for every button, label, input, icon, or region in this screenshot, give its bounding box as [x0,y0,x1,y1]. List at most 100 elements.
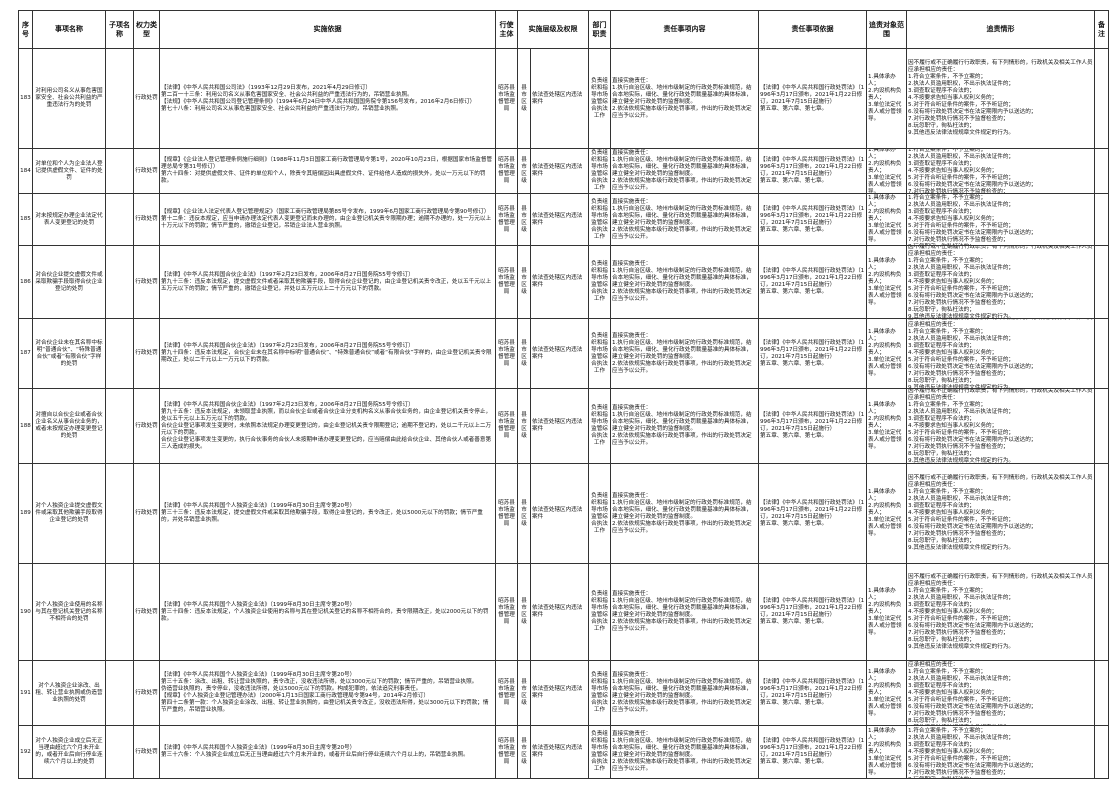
subject-text: 昭苏县市场监督管理局 [498,738,515,765]
header-cell: 序号 [18,10,33,49]
responsibility-basis-text: 【法律】《中华人民共和国行政处罚法》（1996年3月17日颁布，2021年1月2… [760,268,865,295]
subject-text: 昭苏县市场监督管理局 [498,598,515,625]
table-body: 183 对利用公司名义从事危害国家安全、社会公共利益的严重违法行为的处罚 行政处罚【… [18,48,1109,779]
responsibility-basis-text: 【法律】《中华人民共和国行政处罚法》（1996年3月17日颁布，2021年1月2… [760,679,865,706]
item-name: 对个人独资企业使用的名称与其在登记机关登记的名称不相符合的处罚 [32,563,106,661]
accountability-targets-text: 1.具体承办人； 2.内设机构负责人； 3.单位法定代表人或分管领导。 [868,401,902,450]
level-text: 县市区级 [521,598,527,625]
duty: 负责组织和指导市场监管综合执法工作 [588,725,611,779]
row-number-text: 183 [20,95,31,101]
responsibility: 直接实施责任： 1.执行自治区级、地州市级制定的行政处罚标准规范，结合本地实际，… [610,563,759,661]
table-row: 190 对个人独资企业使用的名称与其在登记机关登记的名称不相符合的处罚 行政处罚 【法… [18,563,1109,661]
duty: 负责组织和指导市场监管综合执法工作 [588,660,611,726]
table-row: 183 对利用公司名义从事危害国家安全、社会公共利益的严重违法行为的处罚 行政处罚【… [18,48,1109,149]
level-text: 县市区级 [521,339,527,367]
responsibility-text: 直接实施责任： 1.执行自治区级、地州市级制定的行政处罚标准规范，结合本地实际，… [612,591,752,632]
sub-item [105,463,134,564]
responsibility-basis: 【法律】《中华人民共和国行政处罚法》（1996年3月17日颁布，2021年1月2… [758,563,867,661]
remark [1094,388,1109,464]
power-type-text: 行政处罚 [135,748,158,755]
subject: 昭苏县市场监督管理局 [495,463,518,564]
power-type-text: 行政处罚 [135,510,158,516]
responsibility-text: 直接实施责任： 1.执行自治区级、地州市级制定的行政处罚标准规范，结合本地实际，… [612,77,752,119]
scope: 依法查处辖区内违法案件 [530,318,589,389]
table: 序号 事项名称 子项名称 权力类型 实施依据 行使主体 实施层级及权限 部门职责 责任事项内容 责… [18,10,1109,779]
level-text: 县市区级 [521,412,527,439]
row-number: 191 [18,660,33,726]
accountability-situations: 因不履行或不正确履行行政职责，有下列情形的，行政机关及相关工作人员应承担相应的责… [906,660,1095,726]
accountability-situations: 因不履行或不正确履行行政职责，有下列情形的，行政机关及相关工作人员应承担相应的责… [906,563,1095,661]
accountability-situations-text: 因不履行或不正确履行行政职责，有下列情形的，行政机关及相关工作人员应承担相应的责… [908,573,1093,650]
subject: 昭苏县市场监督管理局 [495,318,518,389]
power-type-text: 行政处罚 [135,422,158,429]
basis-text: 【法律】《中华人民共和国个人独资企业法》（1999年8月30日主席令第20号） … [161,503,483,523]
responsibility: 直接实施责任： 1.执行自治区级、地州市级制定的行政处罚标准规范，结合本地实际，… [610,318,759,389]
item-name: 对合伙企业提交虚假文件或采取欺骗手段取得合伙企业登记的处罚 [32,245,106,319]
scope-text: 依法查处辖区内违法案件 [532,419,583,432]
subject-text: 昭苏县市场监督管理局 [498,679,515,706]
row-number-text: 184 [20,167,31,174]
header-cell: 责任事项依据 [758,10,867,49]
subject: 昭苏县市场监督管理局 [495,563,518,661]
sub-item [105,660,134,726]
remark-text [1095,661,1108,725]
accountability-targets-text: 1.具体承办人； 2.内设机构负责人； 3.单位法定代表人或分管领导。 [868,587,902,636]
item-name: 对个人独资企业涂改、出租、转让营业执照或伪造营业执照的处罚 [32,660,106,726]
item-name: 对个人独资企业提交虚假文件或采取其他欺骗手段取得企业登记的处罚 [32,463,106,564]
header-cell-text: 权力类型 [136,21,157,38]
responsibility-text: 直接实施责任： 1.执行自治区级、地州市级制定的行政处罚标准规范，结合本地实际，… [612,261,752,302]
responsibility: 直接实施责任： 1.执行自治区级、地州市级制定的行政处罚标准规范，结合本地实际，… [610,193,759,246]
subject: 昭苏县市场监督管理局 [495,148,518,194]
power-type: 行政处罚 [133,318,160,389]
header-cell-text: 追责对象范围 [869,21,904,38]
remark-text [1095,319,1108,388]
sub-item [105,245,134,319]
level: 县市区级 [517,388,531,464]
basis-text: 【规章】《企业法人法定代表人登记管理规定》（国家工商行政管理局第85号令发布，1… [161,209,492,229]
header-cell: 追责情形 [906,10,1095,49]
accountability-situations-text: 因不履行或不正确履行行政职责，有下列情形的，行政机关及相关工作人员应承担相应的责… [908,389,1093,463]
power-type-text: 行政处罚 [135,216,158,222]
responsibility-basis-text: 【法律】《中华人民共和国行政处罚法》（1996年3月17日颁布，2021年1月2… [760,412,865,439]
row-number: 186 [18,245,33,319]
row-number: 189 [18,463,33,564]
item-name-text: 对未按规定办理企业法定代表人变更登记的处罚 [35,212,103,226]
item-name-text: 对个人独资企业使用的名称与其在登记机关登记的名称不相符合的处罚 [35,601,103,622]
level: 县市区级 [517,463,531,564]
responsibility-basis: 【法律】《中华人民共和国行政处罚法》（1996年3月17日颁布，2021年1月2… [758,193,867,246]
item-name-text: 对合伙企业提交虚假文件或采取欺骗手段取得合伙企业登记的处罚 [35,271,103,292]
responsibility: 直接实施责任： 1.执行自治区级、地州市级制定的行政处罚标准规范，结合本地实际，… [610,725,759,779]
item-name-text: 对个人独资企业涂改、出租、转让营业执照或伪造营业执照的处罚 [35,682,103,703]
sub-item [105,725,134,779]
duty: 负责组织和指导市场监管综合执法工作 [588,245,611,319]
responsibility-basis: 【法律】《中华人民共和国行政处罚法》（1996年3月17日颁布，2021年1月2… [758,660,867,726]
sub-item-text [106,246,133,318]
responsibility-basis-text: 【法律】《中华人民共和国行政处罚法》（1996年3月17日颁布，2021年1月2… [760,499,865,527]
duty: 负责组织和指导市场监管综合执法工作 [588,318,611,389]
item-name: 对合伙企业未在其名称中标明“普通合伙”、“特殊普通合伙”或者“有限合伙”字样的处… [32,318,106,389]
accountability-situations: 因不履行或不正确履行行政职责，有下列情形的，行政机关及相关工作人员应承担相应的责… [906,245,1095,319]
accountability-situations-text: 因不履行或不正确履行行政职责，有下列情形的，行政机关及相关工作人员应承担相应的责… [908,60,1093,136]
responsibility-basis: 【法律】《中华人民共和国行政处罚法》（1996年3月17日颁布，2021年1月2… [758,463,867,564]
row-number-text: 188 [20,422,31,429]
scope: 依法查处辖区内违法案件 [530,563,589,661]
basis-text: 【法律】《中华人民共和国公司法》（1993年12月29日发布，2021年4月29… [161,84,476,112]
remark-text [1095,464,1108,563]
power-type: 行政处罚 [133,388,160,464]
remark [1094,725,1109,779]
remark [1094,660,1109,726]
header-cell: 追责对象范围 [866,10,907,49]
subject-text: 昭苏县市场监督管理局 [498,499,515,527]
item-name-text: 对个人独资企业提交虚假文件或采取其他欺骗手段取得企业登记的处罚 [35,503,103,523]
subject-text: 昭苏县市场监督管理局 [498,339,515,367]
responsibility-basis-text: 【法律】《中华人民共和国行政处罚法》（1996年3月17日颁布，2021年1月2… [760,598,865,625]
item-name-text: 对个人独资企业成立后无正当理由超过六个月未开业的，或者开业后自行停业连续六个月以… [35,738,103,765]
row-number: 190 [18,563,33,661]
remark-text [1095,149,1108,193]
accountability-situations-text: 因不履行或不正确履行行政职责，有下列情形的，行政机关及相关工作人员应承担相应的责… [908,661,1037,726]
item-name-text: 对单位和个人为企业法人登记提供虚假文件、证件的处罚 [35,160,103,181]
header-cell-text: 实施依据 [313,25,342,34]
responsibility-basis: 【法律】《中华人民共和国行政处罚法》（1996年3月17日颁布，2021年1月2… [758,245,867,319]
responsibility-basis-text: 【法律】《中华人民共和国行政处罚法》（1996年3月17日颁布，2021年1月2… [760,205,865,233]
sub-item [105,318,134,389]
